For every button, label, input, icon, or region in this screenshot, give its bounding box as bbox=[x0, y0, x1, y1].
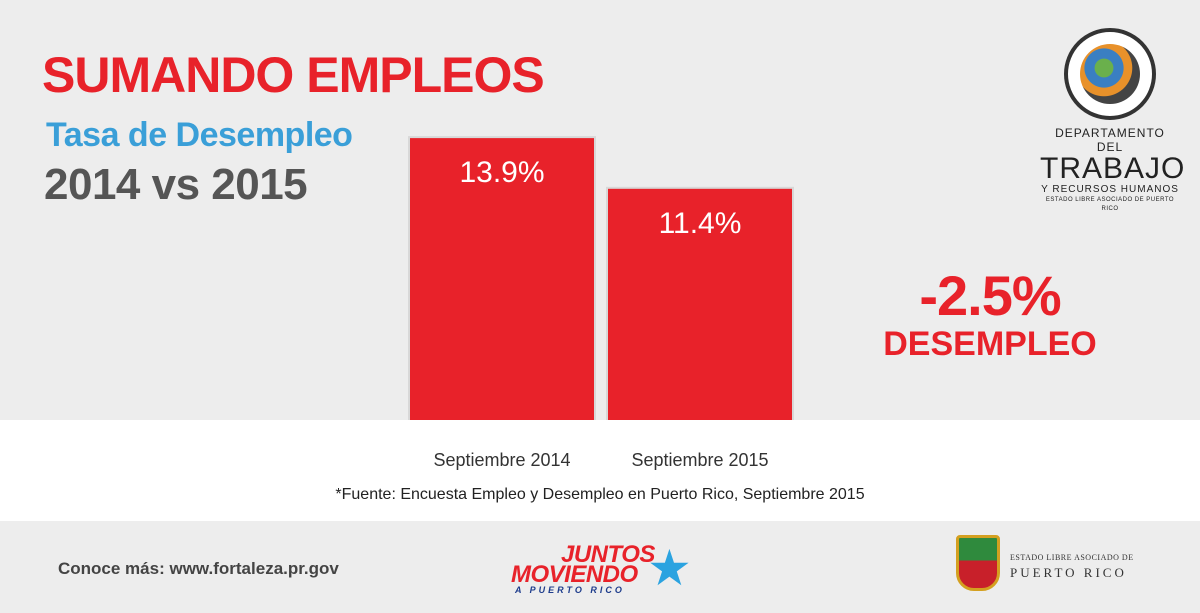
bar-value-label: 13.9% bbox=[459, 156, 544, 189]
department-line1: DEPARTAMENTO DEL bbox=[1055, 126, 1165, 154]
department-line3: Y RECURSOS HUMANOS bbox=[1041, 184, 1179, 195]
top-background-band bbox=[0, 0, 1200, 420]
juntos-line2: MOVIENDO bbox=[511, 561, 638, 588]
department-line2: TRABAJO bbox=[1040, 152, 1186, 185]
star-icon: ★ bbox=[647, 540, 692, 596]
category-label: Septiembre 2015 bbox=[631, 450, 768, 470]
unemployment-bar-chart: 13.9% Septiembre 2014 11.4% Septiembre 2015 bbox=[408, 136, 794, 470]
footer-band bbox=[0, 521, 1200, 613]
pr-logo-line1: ESTADO LIBRE ASOCIADO DE bbox=[1010, 553, 1134, 562]
page-title: SUMANDO EMPLEOS bbox=[42, 47, 545, 103]
more-info-link[interactable]: Conoce más: www.fortaleza.pr.gov bbox=[58, 559, 339, 578]
juntos-moviendo-logo: JUNTOS MOVIENDO A PUERTO RICO ★ bbox=[505, 541, 705, 601]
pr-logo-line2: PUERTO RICO bbox=[1010, 565, 1127, 580]
department-line4: ESTADO LIBRE ASOCIADO DE PUERTO RICO bbox=[1045, 197, 1175, 212]
puerto-rico-logo: ESTADO LIBRE ASOCIADO DE PUERTO RICO bbox=[956, 535, 1136, 595]
change-label: DESEMPLEO bbox=[883, 325, 1097, 363]
department-logo: DEPARTAMENTO DEL TRABAJO Y RECURSOS HUMA… bbox=[1040, 28, 1186, 214]
change-value: -2.5% bbox=[919, 264, 1061, 327]
page-subtitle: Tasa de Desempleo bbox=[46, 116, 353, 154]
bar-value-label: 11.4% bbox=[659, 207, 742, 240]
bar-2 bbox=[608, 188, 792, 420]
source-note: *Fuente: Encuesta Empleo y Desempleo en … bbox=[335, 486, 865, 503]
juntos-line1: JUNTOS bbox=[561, 541, 655, 568]
coat-of-arms-icon bbox=[956, 535, 1000, 591]
change-callout: -2.5% DESEMPLEO bbox=[860, 268, 1120, 364]
bar-1 bbox=[410, 138, 594, 421]
category-label: Septiembre 2014 bbox=[433, 450, 570, 470]
comparison-years: 2014 vs 2015 bbox=[44, 160, 308, 209]
department-seal-icon bbox=[1064, 28, 1156, 120]
juntos-line3: A PUERTO RICO bbox=[515, 585, 625, 595]
